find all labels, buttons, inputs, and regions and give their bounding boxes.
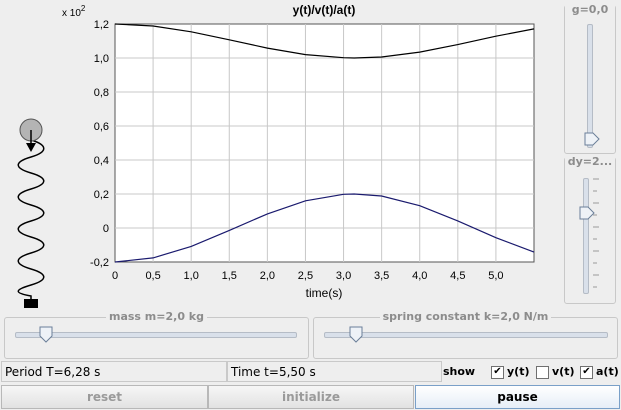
g-slider-thumb[interactable] xyxy=(584,132,600,148)
x-tick-label: 4,5 xyxy=(450,270,465,282)
dy-slider-panel: dy=2... xyxy=(564,156,616,304)
plot-series xyxy=(114,23,535,263)
spring-coil xyxy=(17,139,45,300)
at-checkbox[interactable]: ✔ xyxy=(580,366,593,379)
g-slider-panel: g=0,0 xyxy=(564,4,616,154)
spring-base xyxy=(24,299,38,308)
vt-checkbox[interactable] xyxy=(536,366,549,379)
y-multiplier: x 102 xyxy=(62,4,86,19)
dy-slider-thumb[interactable] xyxy=(579,206,595,222)
mass-slider-label: mass m=2,0 kg xyxy=(106,310,207,323)
chart-title: y(t)/v(t)/a(t) xyxy=(293,3,356,17)
x-tick-label: 5,0 xyxy=(488,270,503,282)
g-slider-track[interactable] xyxy=(587,24,593,148)
mass-slider-track[interactable] xyxy=(15,332,297,338)
x-tick-label: 2,5 xyxy=(298,270,313,282)
x-tick-label: 2,0 xyxy=(260,270,275,282)
at-checkbox-label: a(t) xyxy=(596,365,619,378)
y-tick-labels: 1,2 1,0 0,8 0,6 0,4 0,2 0 -0,2 xyxy=(90,19,109,269)
x-tick-label: 4,0 xyxy=(412,270,427,282)
y-tick-label: 0,8 xyxy=(94,87,109,99)
yt-checkbox[interactable]: ✔ xyxy=(491,366,504,379)
spring-slider-panel: spring constant k=2,0 N/m xyxy=(313,310,618,359)
spring-animation xyxy=(17,118,45,308)
dy-slider-ticks xyxy=(593,178,599,288)
x-tick-labels: 0 0,5 1,0 1,5 2,0 2,5 3,0 3,5 4,0 4,5 5,0 xyxy=(112,270,504,282)
spring-slider-label: spring constant k=2,0 N/m xyxy=(379,310,552,323)
pause-button[interactable]: pause xyxy=(415,385,620,409)
y-tick-label: 0,6 xyxy=(94,121,109,133)
plot-grid xyxy=(115,24,534,262)
x-tick-label: 0 xyxy=(112,270,118,282)
series-line-1 xyxy=(114,193,535,263)
initialize-button[interactable]: initialize xyxy=(208,385,414,409)
mass-slider-thumb[interactable] xyxy=(39,326,55,344)
dy-slider-track[interactable] xyxy=(583,178,589,294)
x-tick-label: 1,5 xyxy=(222,270,237,282)
x-tick-label: 3,5 xyxy=(374,270,389,282)
plot: 0 0,5 1,0 1,5 2,0 2,5 3,0 3,5 4,0 4,5 5,0 1,2 1,0 0,… xyxy=(62,3,535,300)
y-tick-label: 0,4 xyxy=(94,155,109,167)
x-axis-label: time(s) xyxy=(306,286,343,300)
reset-button[interactable]: reset xyxy=(1,385,208,409)
spring-slider-thumb[interactable] xyxy=(349,326,365,344)
time-display: Time t=5,50 s xyxy=(227,361,442,382)
y-tick-label: -0,2 xyxy=(90,257,109,269)
vt-checkbox-label: v(t) xyxy=(552,365,575,378)
g-slider-label: g=0,0 xyxy=(565,4,615,16)
x-tick-label: 0,5 xyxy=(145,270,160,282)
y-tick-label: 0,2 xyxy=(94,189,109,201)
plot-area xyxy=(114,23,535,263)
y-tick-label: 1,2 xyxy=(94,19,109,31)
y-tick-label: 1,0 xyxy=(94,53,109,65)
dy-slider-label: dy=2... xyxy=(565,156,615,168)
yt-checkbox-label: y(t) xyxy=(507,365,530,378)
show-label: show xyxy=(443,365,476,378)
y-tick-label: 0 xyxy=(103,223,109,235)
mass-slider-panel: mass m=2,0 kg xyxy=(4,310,309,359)
period-display: Period T=6,28 s xyxy=(1,361,227,382)
series-line-0 xyxy=(114,23,535,59)
spring-slider-track[interactable] xyxy=(324,332,608,338)
x-tick-label: 1,0 xyxy=(184,270,199,282)
velocity-arrow-head xyxy=(26,143,36,152)
x-tick-label: 3,0 xyxy=(336,270,351,282)
